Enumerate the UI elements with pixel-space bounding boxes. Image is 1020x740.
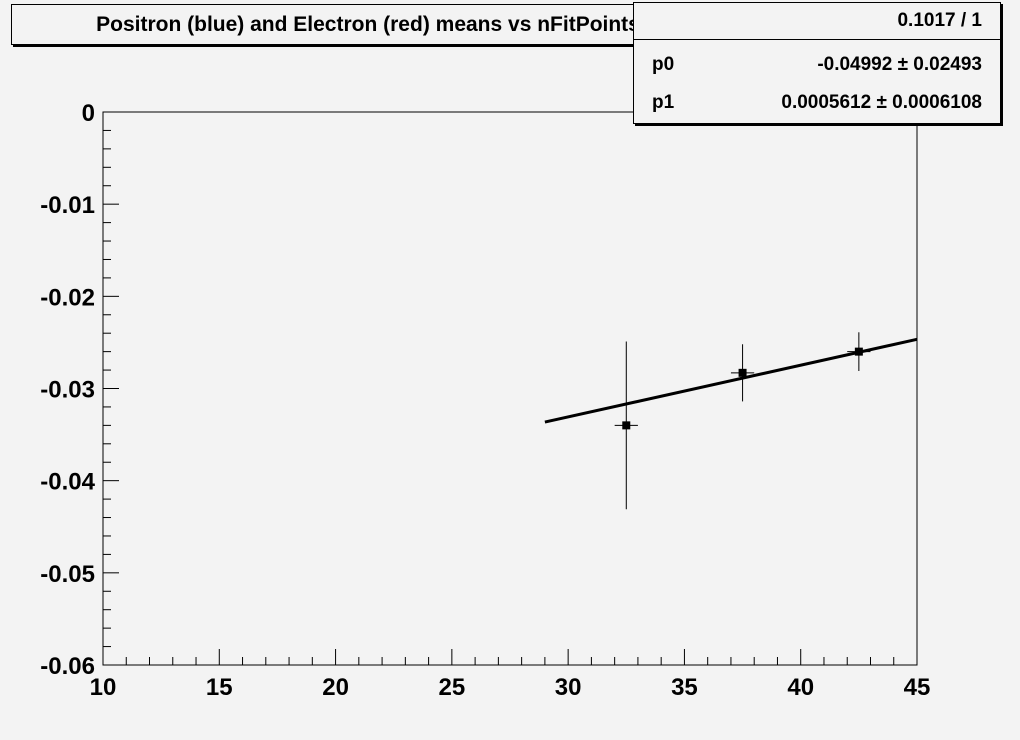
- x-tick-label: 35: [671, 674, 698, 701]
- chart-title: Positron (blue) and Electron (red) means…: [11, 4, 725, 45]
- stats-value: -0.04992 ± 0.02493: [817, 54, 982, 75]
- stats-box: 0.1017 / 1 p0 -0.04992 ± 0.02493 p1 0.00…: [633, 2, 1001, 124]
- y-tick-label: -0.02: [40, 284, 95, 311]
- stats-chi2-value: 0.1017 / 1: [897, 10, 982, 31]
- x-tick-label: 15: [206, 674, 233, 701]
- data-point: [738, 368, 747, 377]
- stats-value: 0.0005612 ± 0.0006108: [781, 92, 982, 113]
- y-tick-label: -0.01: [40, 192, 95, 219]
- x-tick-label: 45: [904, 674, 931, 701]
- stats-row-p0: p0 -0.04992 ± 0.02493: [634, 47, 1000, 83]
- stats-chi2-row: 0.1017 / 1: [634, 3, 1000, 40]
- x-tick-label: 10: [90, 674, 117, 701]
- x-tick-label: 40: [787, 674, 814, 701]
- data-point: [622, 421, 631, 430]
- y-tick-label: -0.04: [40, 469, 95, 496]
- x-tick-label: 20: [322, 674, 349, 701]
- y-tick-label: -0.05: [40, 561, 95, 588]
- y-tick-label: -0.06: [40, 653, 95, 680]
- stats-label: p0: [652, 54, 675, 75]
- x-tick-label: 25: [439, 674, 466, 701]
- stats-row-p1: p1 0.0005612 ± 0.0006108: [634, 85, 1000, 121]
- stats-label: p1: [652, 92, 675, 113]
- y-tick-label: 0: [82, 100, 95, 127]
- plot-frame: [102, 111, 918, 666]
- x-tick-label: 30: [555, 674, 582, 701]
- y-tick-label: -0.03: [40, 377, 95, 404]
- data-point: [854, 347, 863, 356]
